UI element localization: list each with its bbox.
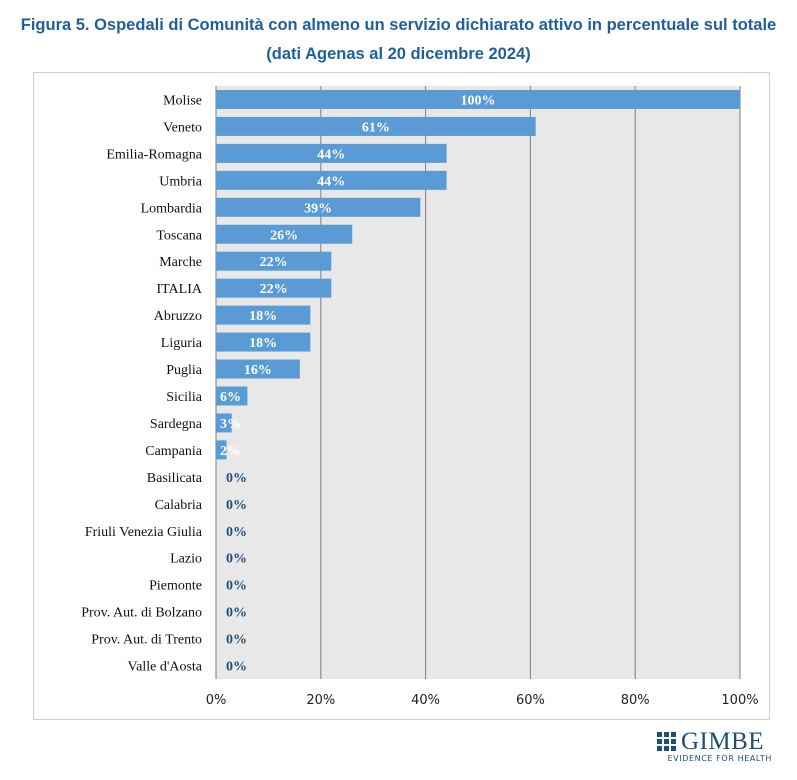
category-label: Calabria xyxy=(155,498,203,513)
x-tick-label: 60% xyxy=(516,693,545,708)
category-label: Piemonte xyxy=(149,579,202,594)
chart-subtitle: (dati Agenas al 20 dicembre 2024) xyxy=(266,45,531,63)
value-label: 44% xyxy=(317,174,345,189)
value-label: 0% xyxy=(226,579,247,594)
x-tick-label: 0% xyxy=(206,693,227,708)
bar xyxy=(216,305,311,325)
category-label: Lazio xyxy=(170,552,202,567)
bar xyxy=(216,170,447,190)
bar xyxy=(216,143,447,163)
x-tick-label: 100% xyxy=(721,693,758,708)
bar xyxy=(216,116,536,136)
x-tick-label: 20% xyxy=(306,693,335,708)
bar xyxy=(216,89,740,109)
value-label: 22% xyxy=(260,255,288,270)
x-axis-ticks: 0% 20% 40% 60% 80% 100% xyxy=(206,693,759,708)
category-label: Prov. Aut. di Trento xyxy=(91,633,202,648)
value-label: 0% xyxy=(226,633,247,648)
category-label: Marche xyxy=(159,255,202,270)
bar xyxy=(216,359,300,379)
value-label: 0% xyxy=(226,525,247,540)
value-label: 18% xyxy=(249,336,277,351)
value-label: 6% xyxy=(220,390,241,405)
value-label: 0% xyxy=(226,606,247,621)
gimbe-logo: GIMBE EVIDENCE FOR HEALTH xyxy=(657,728,772,770)
category-label: Sicilia xyxy=(166,390,203,405)
bar xyxy=(216,440,227,460)
bar xyxy=(216,386,248,406)
category-label: Emilia-Romagna xyxy=(106,147,202,162)
value-label: 61% xyxy=(362,120,390,135)
category-label: Prov. Aut. di Bolzano xyxy=(81,606,202,621)
category-label: Basilicata xyxy=(147,471,203,486)
value-labels: 100% 61% 44% 44% 39% 26% 22% 22% 18% 18% 16%6% 3% 2%… xyxy=(220,93,496,674)
logo-tagline: EVIDENCE FOR HEALTH xyxy=(667,754,772,763)
gimbe-grid-icon xyxy=(657,732,676,751)
bar xyxy=(216,197,421,217)
chart-frame xyxy=(33,72,770,720)
value-label: 0% xyxy=(226,498,247,513)
value-label: 0% xyxy=(226,471,247,486)
x-tick-label: 40% xyxy=(411,693,440,708)
category-labels: Molise Veneto Emilia-Romagna Umbria Lombardi… xyxy=(81,93,203,674)
value-label: 44% xyxy=(317,147,345,162)
value-label: 100% xyxy=(461,93,496,108)
bar xyxy=(216,278,332,298)
logo-name: GIMBE xyxy=(681,728,765,755)
category-label: Lombardia xyxy=(141,201,203,216)
value-label: 18% xyxy=(249,309,277,324)
category-label: Valle d'Aosta xyxy=(128,660,203,675)
value-label: 39% xyxy=(304,201,332,216)
category-label: Abruzzo xyxy=(154,309,202,324)
category-label: Liguria xyxy=(161,336,203,351)
bar xyxy=(216,251,332,271)
category-label: ITALIA xyxy=(156,282,202,297)
value-label: 22% xyxy=(260,282,288,297)
bar xyxy=(216,224,353,244)
value-label: 3% xyxy=(220,417,241,432)
value-label: 0% xyxy=(226,552,247,567)
value-label: 16% xyxy=(244,363,272,378)
value-label: 2% xyxy=(220,444,241,459)
bars xyxy=(216,89,740,460)
chart-title: Figura 5. Ospedali di Comunità con almen… xyxy=(20,16,777,34)
category-label: Friuli Venezia Giulia xyxy=(85,525,203,540)
category-label: Molise xyxy=(163,93,202,108)
bar xyxy=(216,332,311,352)
category-label: Umbria xyxy=(159,174,203,189)
value-label: 0% xyxy=(226,660,247,675)
category-label: Campania xyxy=(145,444,203,459)
category-label: Sardegna xyxy=(150,417,203,432)
category-label: Veneto xyxy=(163,120,202,135)
bar xyxy=(216,413,232,433)
category-label: Toscana xyxy=(156,228,202,243)
category-label: Puglia xyxy=(166,363,203,378)
x-tick-label: 80% xyxy=(621,693,650,708)
value-label: 26% xyxy=(270,228,298,243)
